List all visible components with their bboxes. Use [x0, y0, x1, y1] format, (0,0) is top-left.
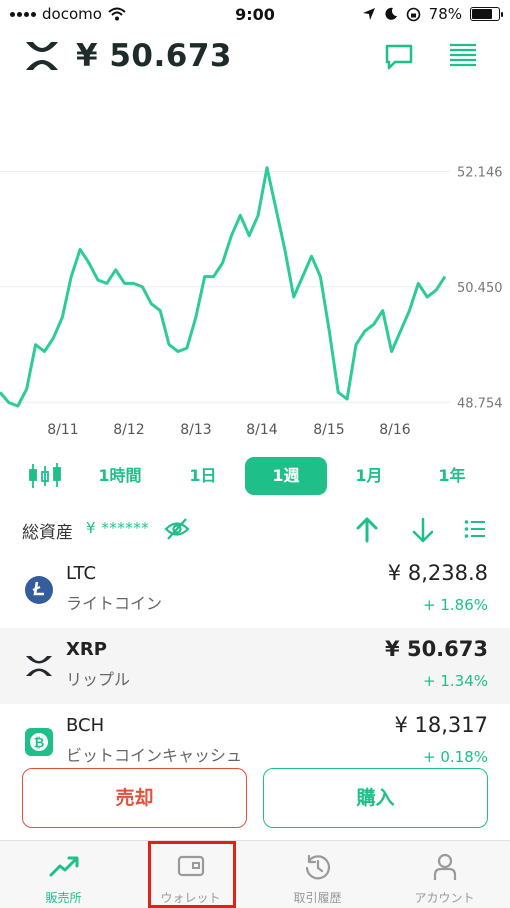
- price-chart-svg: 52.146 50.450 48.754 8/11 8/12 8/13 8/14 8/15 8/…: [0, 165, 503, 438]
- battery-fill: [472, 9, 493, 19]
- bitcoin-cash-icon: ₿: [25, 728, 53, 756]
- range-selector: 1時間 1日 1週 1月 1年: [0, 457, 510, 495]
- range-1h[interactable]: 1時間: [98, 466, 142, 485]
- coin-symbol: BCH: [66, 715, 105, 736]
- status-left: docomo: [10, 5, 126, 23]
- tab-icon-wrap: [254, 853, 381, 881]
- arrow-down-icon[interactable]: [412, 517, 434, 543]
- clock: 9:00: [235, 5, 275, 24]
- tab-exchange[interactable]: 販売所: [0, 841, 127, 908]
- coin-row-bch[interactable]: ₿ BCH ビットコインキャッシュ ¥ 18,317 + 0.18%: [0, 704, 510, 780]
- coin-name: ライトコイン: [66, 594, 163, 613]
- status-right: 78%: [362, 5, 503, 23]
- coin-symbol: LTC: [66, 563, 97, 584]
- tab-label: 販売所: [45, 891, 82, 905]
- trend-up-icon: [49, 856, 78, 877]
- coin-name: リップル: [66, 670, 131, 689]
- range-1d[interactable]: 1日: [189, 466, 217, 485]
- coin-price: ¥ 50.673: [385, 637, 488, 661]
- tab-history[interactable]: 取引履歴: [254, 841, 381, 908]
- tab-icon-wrap: [381, 853, 508, 881]
- status-bar: docomo 9:00 78%: [0, 0, 510, 30]
- coin-change: + 1.34%: [423, 672, 488, 690]
- tab-bar: 販売所 ウォレット 取引履歴 アカウント: [0, 840, 510, 908]
- carrier-label: docomo: [42, 5, 102, 23]
- eye-hidden-icon[interactable]: [164, 517, 190, 541]
- price-chart[interactable]: 52.146 50.450 48.754 8/11 8/12 8/13 8/14 8/15 8/…: [0, 120, 510, 440]
- tab-label: ウォレット: [160, 891, 221, 905]
- x-tick-label: 8/14: [246, 422, 278, 438]
- wifi-icon: [108, 7, 126, 21]
- tab-icon-wrap: [127, 853, 254, 881]
- coin-symbol: XRP: [66, 639, 107, 660]
- list-icon[interactable]: [464, 518, 486, 540]
- coin-price: ¥ 18,317: [394, 713, 488, 737]
- current-price: ¥ 50.673: [76, 38, 232, 74]
- tab-wallet[interactable]: ウォレット: [127, 841, 254, 908]
- rotation-lock-icon: [406, 7, 420, 21]
- location-icon: [362, 8, 375, 20]
- moon-icon: [385, 7, 397, 20]
- y-tick-label: 50.450: [457, 281, 503, 296]
- tab-icon-wrap: [0, 853, 127, 881]
- history-icon: [305, 854, 330, 880]
- coin-row-xrp[interactable]: XRP リップル ¥ 50.673 + 1.34%: [0, 628, 510, 704]
- range-1y[interactable]: 1年: [438, 466, 466, 485]
- wallet-icon: [177, 855, 204, 877]
- coin-change: + 1.86%: [423, 596, 488, 614]
- total-assets-label: 総資産: [22, 523, 73, 543]
- tab-label: 取引履歴: [293, 891, 342, 905]
- tab-account[interactable]: アカウント: [381, 841, 508, 908]
- svg-text:₿: ₿: [34, 736, 45, 751]
- signal-icon: [10, 11, 36, 17]
- range-1m[interactable]: 1月: [355, 466, 383, 485]
- x-tick-label: 8/13: [180, 422, 211, 438]
- header: ¥ 50.673: [0, 34, 510, 82]
- x-tick-label: 8/16: [379, 422, 411, 438]
- price-line: [0, 166, 447, 408]
- range-1w[interactable]: 1週: [245, 457, 327, 495]
- xrp-logo-icon: [26, 42, 58, 70]
- total-assets-row: 総資産 ¥ ******: [0, 512, 510, 548]
- chat-bubble-icon[interactable]: [384, 43, 414, 71]
- buy-button[interactable]: 購入: [263, 768, 488, 828]
- arrow-up-icon[interactable]: [356, 517, 378, 543]
- sell-button[interactable]: 売却: [22, 768, 247, 828]
- y-tick-label: 52.146: [457, 165, 503, 180]
- order-book-icon[interactable]: [449, 42, 477, 70]
- x-tick-label: 8/12: [113, 422, 144, 438]
- coin-name: ビットコインキャッシュ: [66, 746, 243, 765]
- candlestick-icon[interactable]: [28, 461, 62, 491]
- person-icon: [433, 853, 456, 880]
- xrp-icon: [26, 656, 52, 676]
- coin-change: + 0.18%: [423, 748, 488, 766]
- x-tick-label: 8/15: [313, 422, 344, 438]
- y-tick-label: 48.754: [457, 396, 503, 411]
- tab-label: アカウント: [414, 891, 475, 905]
- coin-price: ¥ 8,238.8: [387, 561, 488, 585]
- litecoin-icon: [25, 576, 53, 604]
- trade-actions: 売却 購入: [0, 768, 510, 828]
- battery-icon: [470, 7, 503, 21]
- x-tick-label: 8/11: [47, 422, 78, 438]
- battery-percent: 78%: [428, 5, 462, 23]
- total-assets-amount: ¥ ******: [86, 519, 150, 537]
- coin-row-ltc[interactable]: LTC ライトコイン ¥ 8,238.8 + 1.86%: [0, 552, 510, 628]
